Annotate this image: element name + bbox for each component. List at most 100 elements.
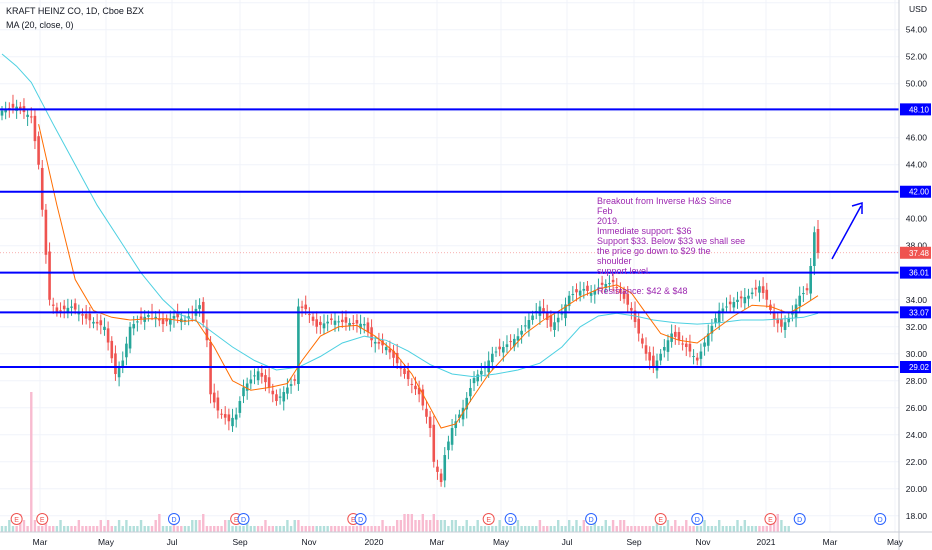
candle-body [351, 322, 355, 324]
volume-bar [571, 526, 575, 532]
x-tick-label: Jul [167, 537, 178, 547]
candle-body [275, 394, 278, 402]
candle-body [677, 332, 681, 341]
candle-body [600, 282, 604, 285]
candle-body [33, 115, 37, 142]
volume-bar [48, 526, 51, 532]
volume-bar [224, 520, 227, 532]
candle-body [564, 304, 567, 319]
candle-body [732, 302, 736, 308]
volume-bar [688, 526, 692, 532]
volume-bar [381, 520, 384, 532]
y-tick-label: 20.00 [906, 484, 928, 494]
volume-bar [103, 526, 106, 532]
volume-bar [589, 526, 593, 532]
volume-bar [355, 526, 359, 532]
volume-bar [626, 526, 629, 532]
volume-bar [374, 526, 377, 532]
volume-bar [450, 520, 454, 532]
volume-bar [395, 520, 399, 532]
candle-body [450, 428, 454, 445]
candle-body [92, 321, 95, 324]
candle-body [406, 370, 410, 380]
volume-bar [743, 520, 747, 532]
candle-body [333, 320, 337, 325]
candle-body [714, 318, 717, 323]
volume-bar [366, 526, 370, 532]
candle-body [103, 326, 106, 331]
candle-body [706, 333, 710, 346]
candle-body [523, 325, 527, 327]
candle-body [780, 318, 783, 327]
volume-bar [73, 526, 77, 532]
candle-body [791, 313, 794, 315]
candle-body [37, 136, 40, 165]
volume-bar [439, 520, 443, 532]
volume-bar [622, 520, 626, 532]
candle-body [684, 343, 688, 348]
candle-body [652, 355, 655, 368]
volume-bar [114, 526, 117, 532]
volume-bar [747, 526, 750, 532]
volume-bar [238, 526, 242, 532]
volume-bar [750, 526, 754, 532]
volume-bar [158, 514, 161, 532]
volume-bar [772, 520, 776, 532]
candle-body [447, 441, 450, 451]
candle-body [666, 340, 670, 352]
candle-body [366, 322, 370, 333]
moving-average-fast [38, 124, 819, 429]
volume-bar [604, 520, 607, 532]
volume-bar [84, 526, 88, 532]
volume-bar [385, 526, 388, 532]
candle-body [549, 315, 553, 327]
x-tick-label: May [493, 537, 510, 547]
current-price-label: 37.48 [909, 249, 930, 258]
earnings-marker-icon [654, 513, 667, 525]
volume-bar [739, 526, 743, 532]
volume-bar [630, 526, 633, 532]
candle-body [721, 308, 725, 313]
volume-bar [406, 514, 410, 532]
volume-bar [125, 520, 128, 532]
candle-body [809, 266, 812, 294]
volume-bar [586, 526, 589, 532]
volume-bar [681, 526, 684, 532]
candle-body [571, 294, 575, 296]
candle-body [421, 389, 425, 406]
candle-body [249, 379, 253, 384]
candle-body [355, 320, 359, 324]
volume-bar [769, 520, 772, 532]
volume-bar [147, 526, 150, 532]
candle-body [55, 307, 59, 312]
volume-bar [505, 526, 509, 532]
candle-body [348, 322, 351, 326]
earnings-marker-icon [482, 513, 495, 525]
volume-bar [578, 526, 582, 532]
candle-body [125, 343, 128, 358]
volume-bar [333, 526, 337, 532]
volume-bar [414, 520, 417, 532]
volume-bar [0, 526, 4, 532]
volume-bar [359, 520, 362, 532]
candle-body [754, 287, 758, 290]
volume-bar [26, 526, 29, 532]
moving-average-slow [1, 53, 819, 378]
candle-body [344, 317, 348, 323]
x-tick-label: May [98, 537, 115, 547]
level-price-tag [900, 266, 931, 279]
volume-bar [593, 520, 596, 532]
candle-body [567, 295, 571, 307]
y-tick-label: 54.00 [906, 25, 928, 35]
volume-bar [77, 520, 81, 532]
volume-bar [447, 526, 450, 532]
volume-bar [403, 514, 406, 532]
volume-bar [696, 526, 699, 532]
candle-body [758, 286, 761, 293]
volume-bar [70, 526, 73, 532]
candle-body [476, 374, 479, 382]
dividend-marker-icon [793, 513, 806, 525]
candle-body [187, 316, 190, 319]
y-tick-label: 34.00 [906, 295, 928, 305]
